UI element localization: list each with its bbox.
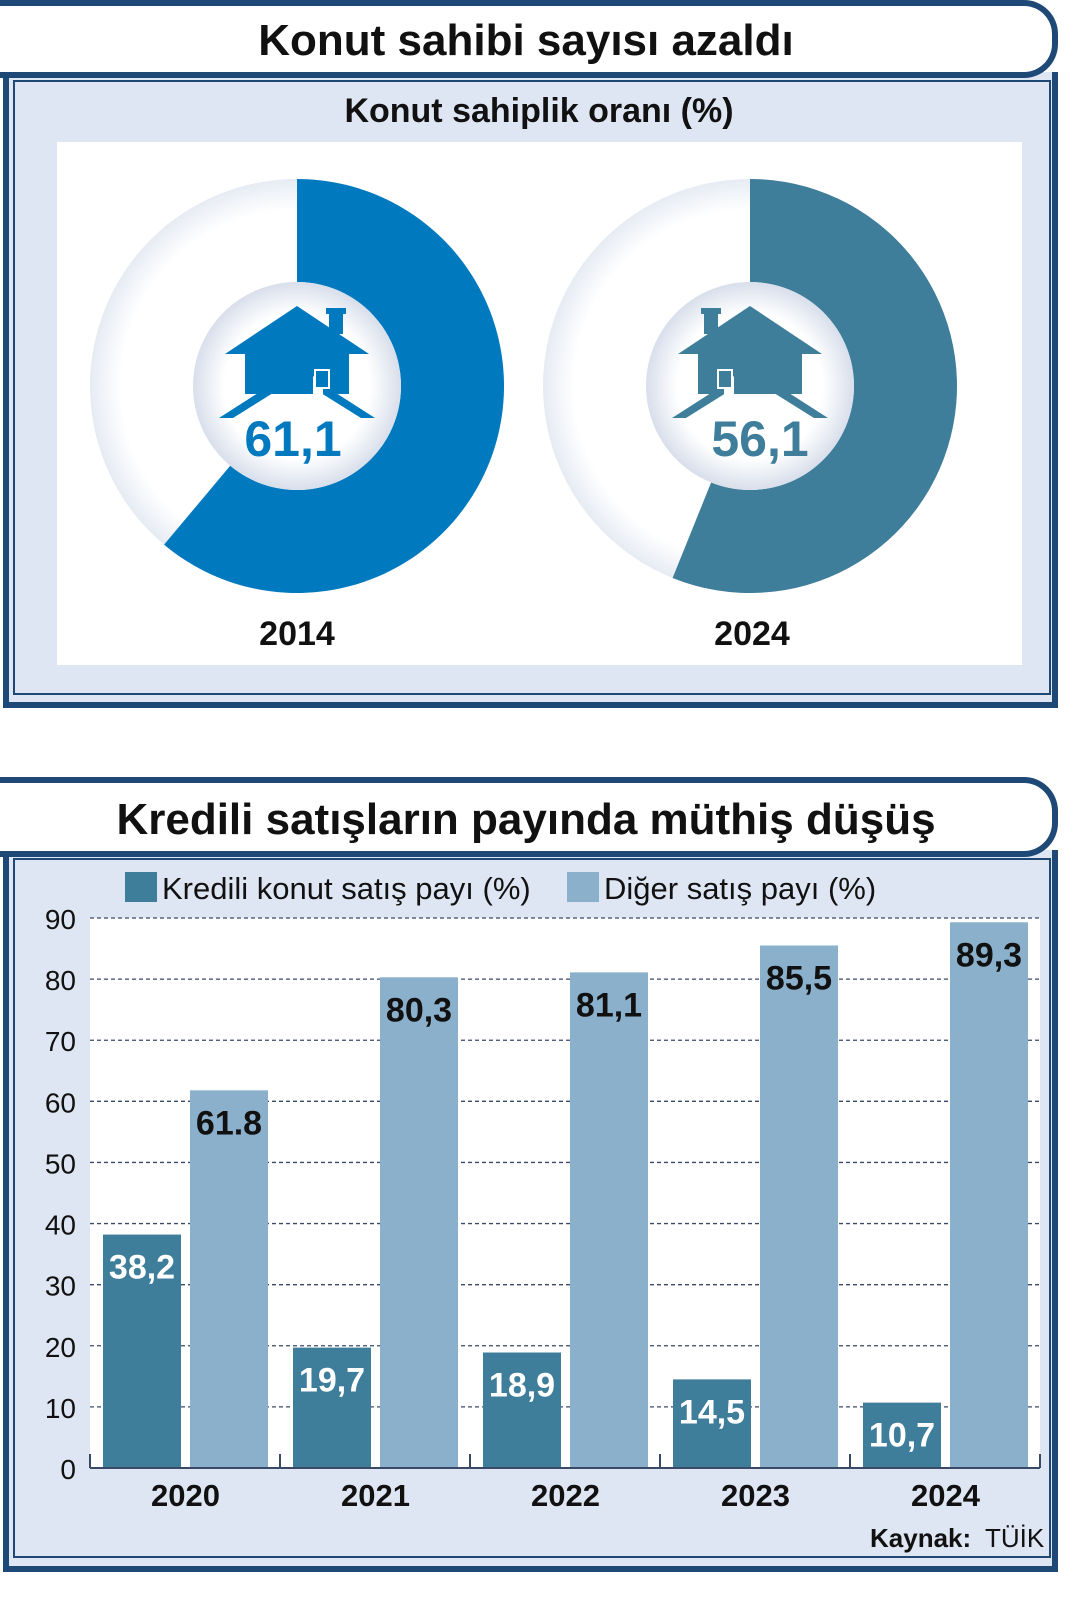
bar-value-label: 89,3 <box>956 936 1022 974</box>
bar-kredili <box>483 1352 561 1468</box>
bar-value-label: 80,3 <box>386 991 452 1029</box>
y-tick-label: 20 <box>45 1332 76 1363</box>
bars: 38,2 61.8 19,7 80,3 18,9 81,1 14,5 85,5 10,7 89,3 <box>103 922 1028 1468</box>
bar-diger <box>570 972 648 1468</box>
top-title: Konut sahibi sayısı azaldı <box>258 16 794 65</box>
bar-diger <box>380 977 458 1468</box>
x-tick-label: 2020 <box>151 1478 220 1513</box>
x-tick-label: 2023 <box>721 1478 790 1513</box>
bar-kredili <box>673 1379 751 1468</box>
source-value: TÜİK <box>985 1523 1045 1553</box>
bar-value-label: 38,2 <box>109 1249 175 1287</box>
x-axis: 2020 2021 2022 2023 2024 <box>89 1454 1041 1513</box>
bar-kredili <box>103 1234 181 1468</box>
ring-2024: 56,1 2024 <box>543 179 957 653</box>
source-label: Kaynak: <box>870 1523 971 1553</box>
ownership-rings: 61,1 2014 56,1 2024 <box>90 179 957 653</box>
legend-swatch-diger <box>567 872 599 902</box>
legend-label-kredili: Kredili konut satış payı (%) <box>162 871 531 906</box>
x-tick-label: 2024 <box>911 1478 981 1513</box>
bar-diger <box>760 945 838 1468</box>
ring-2024-year: 2024 <box>714 615 790 653</box>
y-tick-label: 90 <box>45 904 76 935</box>
ring-2024-arc <box>672 179 957 593</box>
y-tick-label: 0 <box>60 1454 76 1485</box>
bar-value-label: 18,9 <box>489 1367 555 1405</box>
bottom-panel-inner-border <box>13 858 1051 1558</box>
y-axis: 0 10 20 30 40 50 60 70 80 90 <box>45 904 76 1485</box>
ring-2014-arc <box>164 179 505 593</box>
ring-2014: 61,1 2014 <box>90 179 505 653</box>
bar-value-label: 10,7 <box>869 1417 935 1455</box>
x-tick-label: 2021 <box>341 1478 410 1513</box>
bottom-title: Kredili satışların payında müthiş düşüş <box>116 795 936 844</box>
top-title-tab: Konut sahibi sayısı azaldı <box>0 0 1058 78</box>
bar-value-label: 61.8 <box>196 1104 262 1142</box>
legend-label-diger: Diğer satış payı (%) <box>604 871 876 906</box>
ring-2014-value: 61,1 <box>244 411 341 467</box>
house-icon <box>672 306 828 418</box>
bar-value-label: 19,7 <box>299 1362 365 1400</box>
legend: Kredili konut satış payı (%) Diğer satış… <box>125 871 876 906</box>
y-tick-label: 80 <box>45 965 76 996</box>
bar-kredili <box>863 1402 941 1468</box>
x-tick-label: 2022 <box>531 1478 600 1513</box>
bar-diger <box>950 922 1028 1468</box>
ring-2024-value: 56,1 <box>711 411 808 467</box>
legend-swatch-kredili <box>125 872 157 902</box>
top-subtitle: Konut sahiplik oranı (%) <box>344 92 734 130</box>
bottom-title-tab: Kredili satışların payında müthiş düşüş <box>0 777 1058 857</box>
y-tick-label: 30 <box>45 1271 76 1302</box>
bar-value-label: 81,1 <box>576 986 642 1024</box>
ring-2014-year: 2014 <box>259 615 335 653</box>
bar-value-label: 85,5 <box>766 960 832 998</box>
y-tick-label: 40 <box>45 1210 76 1241</box>
bar-value-label: 14,5 <box>679 1393 745 1431</box>
top-panel-inner-border <box>13 80 1051 695</box>
y-tick-label: 50 <box>45 1148 76 1179</box>
bar-diger <box>190 1090 268 1468</box>
house-icon <box>219 306 375 418</box>
y-tick-label: 70 <box>45 1026 76 1057</box>
y-tick-label: 60 <box>45 1087 76 1118</box>
y-tick-label: 10 <box>45 1393 76 1424</box>
bar-kredili <box>293 1347 371 1468</box>
